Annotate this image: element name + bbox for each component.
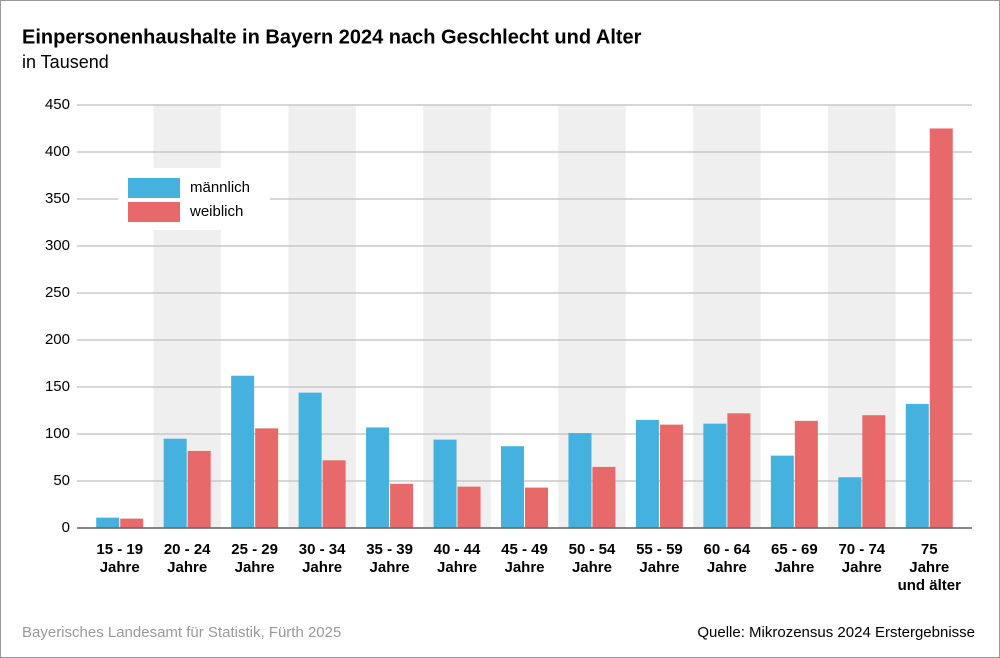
- background-band: [423, 105, 491, 528]
- bar: [727, 413, 751, 528]
- bar: [322, 460, 346, 528]
- x-tick-label: 20 - 24: [164, 541, 211, 558]
- x-tick-label: 60 - 64: [704, 541, 751, 558]
- x-tick-label: 50 - 54: [569, 541, 616, 558]
- y-tick-label: 250: [45, 284, 70, 301]
- bar: [659, 424, 683, 528]
- x-tick-label: Jahre: [572, 559, 612, 576]
- x-tick-label: Jahre: [167, 559, 207, 576]
- bar: [390, 483, 414, 528]
- legend-label: weiblich: [189, 203, 243, 220]
- y-tick-label: 300: [45, 237, 70, 254]
- x-tick-label: 30 - 34: [299, 541, 346, 558]
- bar: [635, 419, 659, 528]
- x-tick-label: Jahre: [909, 559, 949, 576]
- x-tick-label: 65 - 69: [771, 541, 818, 558]
- x-tick-label: 40 - 44: [434, 541, 481, 558]
- x-tick-label: 55 - 59: [636, 541, 683, 558]
- bar: [905, 403, 929, 528]
- y-tick-label: 50: [53, 472, 70, 489]
- chart-subtitle: in Tausend: [22, 52, 109, 72]
- x-tick-label: 35 - 39: [366, 541, 413, 558]
- bar: [366, 427, 390, 528]
- bar: [433, 439, 457, 528]
- bar: [838, 477, 862, 528]
- x-tick-label: Jahre: [842, 559, 882, 576]
- bar: [96, 517, 120, 528]
- credit: Bayerisches Landesamt für Statistik, Für…: [22, 624, 341, 641]
- bar: [231, 375, 255, 528]
- bar: [255, 428, 279, 528]
- background-band: [693, 105, 761, 528]
- x-tick-label: Jahre: [639, 559, 679, 576]
- source: Quelle: Mikrozensus 2024 Erstergebnisse: [697, 624, 975, 641]
- y-tick-label: 400: [45, 143, 70, 160]
- bar: [163, 438, 187, 528]
- x-tick-label: Jahre: [707, 559, 747, 576]
- x-tick-label: Jahre: [437, 559, 477, 576]
- background-band: [828, 105, 896, 528]
- legend-label: männlich: [190, 179, 250, 196]
- x-tick-label: Jahre: [370, 559, 410, 576]
- x-tick-label: und älter: [898, 577, 962, 594]
- bar: [703, 423, 727, 528]
- y-tick-label: 350: [45, 190, 70, 207]
- bar: [525, 487, 548, 528]
- bar: [862, 415, 886, 528]
- x-tick-label: Jahre: [302, 559, 342, 576]
- y-tick-label: 150: [45, 378, 70, 395]
- bar: [592, 466, 616, 528]
- x-tick-label: 25 - 29: [231, 541, 278, 558]
- bar: [568, 433, 592, 528]
- bar: [794, 420, 818, 528]
- bar: [929, 128, 953, 528]
- x-tick-label: 45 - 49: [501, 541, 548, 558]
- x-tick-label: 75: [921, 541, 938, 558]
- x-tick-label: Jahre: [235, 559, 275, 576]
- bar: [501, 446, 524, 528]
- legend-swatch: [128, 202, 180, 222]
- background-band: [288, 105, 356, 528]
- background-band: [558, 105, 626, 528]
- x-tick-label: 15 - 19: [96, 541, 143, 558]
- bar: [457, 486, 481, 528]
- chart-title: Einpersonenhaushalte in Bayern 2024 nach…: [22, 26, 642, 48]
- y-tick-label: 100: [45, 425, 70, 442]
- y-tick-label: 200: [45, 331, 70, 348]
- x-tick-label: Jahre: [504, 559, 544, 576]
- bar: [120, 518, 144, 528]
- y-tick-label: 0: [62, 519, 70, 536]
- bar: [298, 392, 322, 528]
- bar: [187, 450, 211, 528]
- x-tick-label: 70 - 74: [838, 541, 885, 558]
- legend-swatch: [128, 178, 180, 198]
- x-tick-label: Jahre: [100, 559, 140, 576]
- bar: [770, 455, 794, 528]
- x-tick-label: Jahre: [774, 559, 814, 576]
- y-tick-label: 450: [45, 96, 70, 113]
